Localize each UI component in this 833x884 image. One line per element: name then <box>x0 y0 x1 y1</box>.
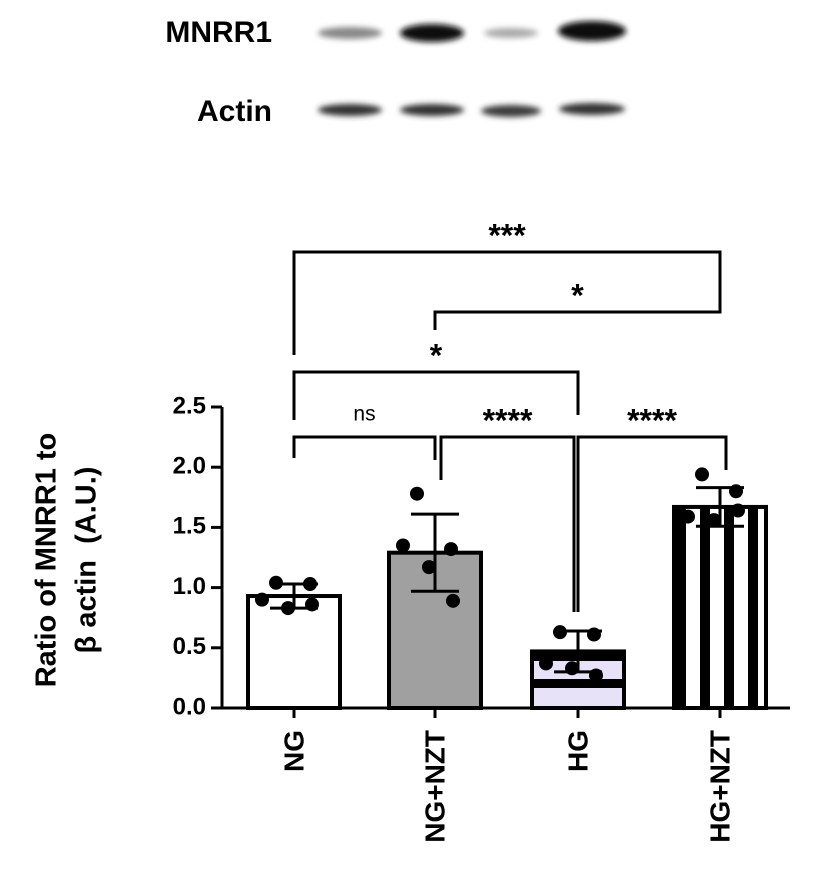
data-point <box>589 668 603 683</box>
x-tick-label: HG <box>562 730 593 772</box>
significance-bracket <box>292 435 437 460</box>
y-axis-label: Ratio of MNRR1 to <box>31 433 63 688</box>
data-point <box>444 542 458 557</box>
y-tick-label: 1.0 <box>173 573 206 600</box>
data-point <box>305 597 319 612</box>
data-point <box>303 576 317 591</box>
data-point <box>446 593 460 608</box>
y-tick-label: 0.5 <box>173 633 206 660</box>
y-tick-label: 2.0 <box>173 453 206 480</box>
x-tick-label: NG+NZT <box>419 730 450 843</box>
significance-bracket <box>292 370 580 420</box>
data-point <box>695 467 709 482</box>
y-axis-label: β actin (A.U.) <box>71 467 103 654</box>
data-point <box>410 486 424 501</box>
band <box>484 28 538 38</box>
data-point <box>255 592 269 607</box>
data-point <box>681 509 695 524</box>
blot-label: MNRR1 <box>165 16 272 49</box>
x-tick-label: HG+NZT <box>704 730 735 843</box>
y-tick-label: 1.5 <box>173 513 206 540</box>
significance-label: * <box>571 277 584 313</box>
data-point <box>269 575 283 590</box>
data-point <box>731 503 745 518</box>
band <box>481 105 541 117</box>
data-point <box>587 627 601 642</box>
band <box>400 24 464 42</box>
blot-label: Actin <box>197 95 272 128</box>
western-blot: MNRR1 Actin <box>165 16 626 128</box>
x-tick-label: NG <box>278 730 309 772</box>
significance-label: **** <box>483 402 533 438</box>
significance-bracket <box>576 435 728 612</box>
y-tick-label: 2.5 <box>173 392 206 419</box>
data-point <box>539 656 553 671</box>
bar <box>246 594 342 711</box>
significance-bracket <box>439 435 576 612</box>
band <box>559 103 625 115</box>
band <box>558 21 626 41</box>
significance-label: ns <box>353 403 375 426</box>
data-point <box>396 538 410 553</box>
y-tick-label: 0.0 <box>173 693 206 720</box>
significance-label: * <box>430 337 443 373</box>
data-point <box>281 601 295 616</box>
data-point <box>707 513 721 528</box>
bar <box>672 504 768 710</box>
band <box>318 104 382 116</box>
bands <box>318 21 626 117</box>
data-point <box>422 560 436 575</box>
significance-bracket <box>433 295 722 330</box>
significance-bracket <box>292 250 722 355</box>
data-point <box>565 661 579 676</box>
significance-label: *** <box>488 217 526 253</box>
significance-label: **** <box>627 402 677 438</box>
band <box>318 27 382 39</box>
band <box>400 104 464 116</box>
data-point <box>553 625 567 640</box>
data-point <box>729 484 743 499</box>
